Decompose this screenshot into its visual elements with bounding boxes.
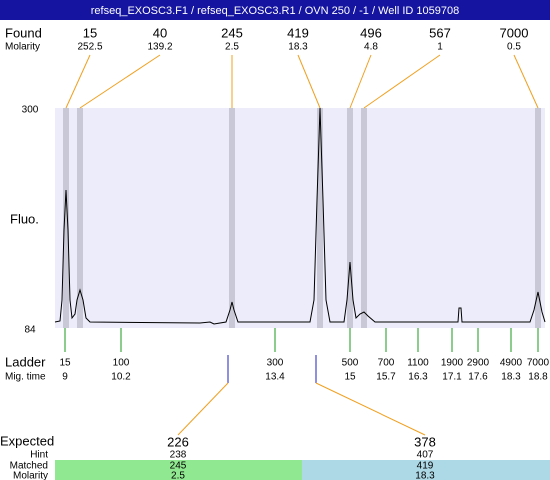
mig-time: 17.1 (442, 372, 462, 383)
peak-band (63, 108, 69, 328)
molarity-label: Molarity (13, 471, 48, 480)
molarity: 18.3 (415, 471, 435, 480)
connector (65, 54, 91, 109)
matched-band (55, 460, 302, 480)
found-molarity: 18.3 (288, 42, 308, 53)
ladder-size: 100 (113, 358, 130, 369)
ladder-size: 15 (59, 358, 71, 369)
found-molarity: 1 (437, 42, 443, 53)
y-top: 300 (22, 105, 39, 116)
ladder-size: 1900 (441, 358, 464, 369)
mig-time: 13.4 (265, 372, 285, 383)
connector (177, 382, 229, 436)
connector (349, 54, 372, 109)
mig-time: 15.7 (376, 372, 396, 383)
ladder-size: 2900 (467, 358, 490, 369)
found-size: 245 (221, 25, 243, 40)
mig-time: 15 (344, 372, 356, 383)
connector (363, 54, 441, 109)
connector (513, 54, 539, 109)
peak-band (229, 108, 235, 328)
found-size: 7000 (500, 25, 529, 40)
found-label: Found (5, 25, 42, 40)
mig-time: 17.6 (468, 372, 488, 383)
connector (79, 54, 161, 109)
hint: 238 (170, 450, 187, 461)
plot-area (55, 108, 545, 328)
connector (297, 54, 321, 109)
trace (54, 107, 546, 325)
matched-label: Matched (10, 461, 48, 472)
peak-band (77, 108, 83, 328)
found-size: 419 (287, 25, 309, 40)
mig-label: Mig. time (5, 372, 46, 383)
found-size: 40 (153, 25, 167, 40)
ladder-size: 1100 (407, 358, 429, 369)
hint: 407 (417, 450, 434, 461)
mig-time: 16.3 (408, 372, 428, 383)
matched: 419 (417, 461, 434, 472)
ladder-label: Ladder (5, 354, 46, 369)
ladder-size: 700 (378, 358, 395, 369)
found-molarity: 252.5 (77, 42, 102, 53)
molarity-label: Molarity (5, 42, 40, 53)
expected-size: 226 (167, 434, 189, 449)
found-size: 496 (360, 25, 382, 40)
peak-band (535, 108, 541, 328)
y-label: Fluo. (10, 211, 39, 226)
found-molarity: 139.2 (147, 42, 172, 53)
mig-time: 9 (62, 372, 68, 383)
title-bar (0, 0, 550, 20)
ladder-size: 300 (267, 358, 284, 369)
molarity: 2.5 (171, 471, 185, 480)
ladder-size: 7000 (527, 358, 550, 369)
mig-time: 18.3 (501, 372, 521, 383)
mig-time: 10.2 (111, 372, 131, 383)
matched: 245 (170, 461, 187, 472)
expected-size: 378 (414, 434, 436, 449)
found-size: 15 (83, 25, 97, 40)
found-molarity: 2.5 (225, 42, 239, 53)
peak-band (347, 108, 353, 328)
connector (315, 382, 426, 436)
found-size: 567 (429, 25, 451, 40)
ladder-size: 4900 (500, 358, 523, 369)
title: refseq_EXOSC3.F1 / refseq_EXOSC3.R1 / OV… (91, 5, 459, 17)
ladder-size: 500 (342, 358, 359, 369)
peak-band (317, 108, 323, 328)
found-molarity: 0.5 (507, 42, 521, 53)
found-molarity: 4.8 (364, 42, 378, 53)
expected-label: Expected (0, 433, 54, 448)
matched-band (302, 460, 550, 480)
mig-time: 18.8 (528, 372, 548, 383)
peak-band (361, 108, 367, 328)
y-bottom: 84 (24, 325, 36, 336)
hint-label: Hint (30, 450, 48, 461)
